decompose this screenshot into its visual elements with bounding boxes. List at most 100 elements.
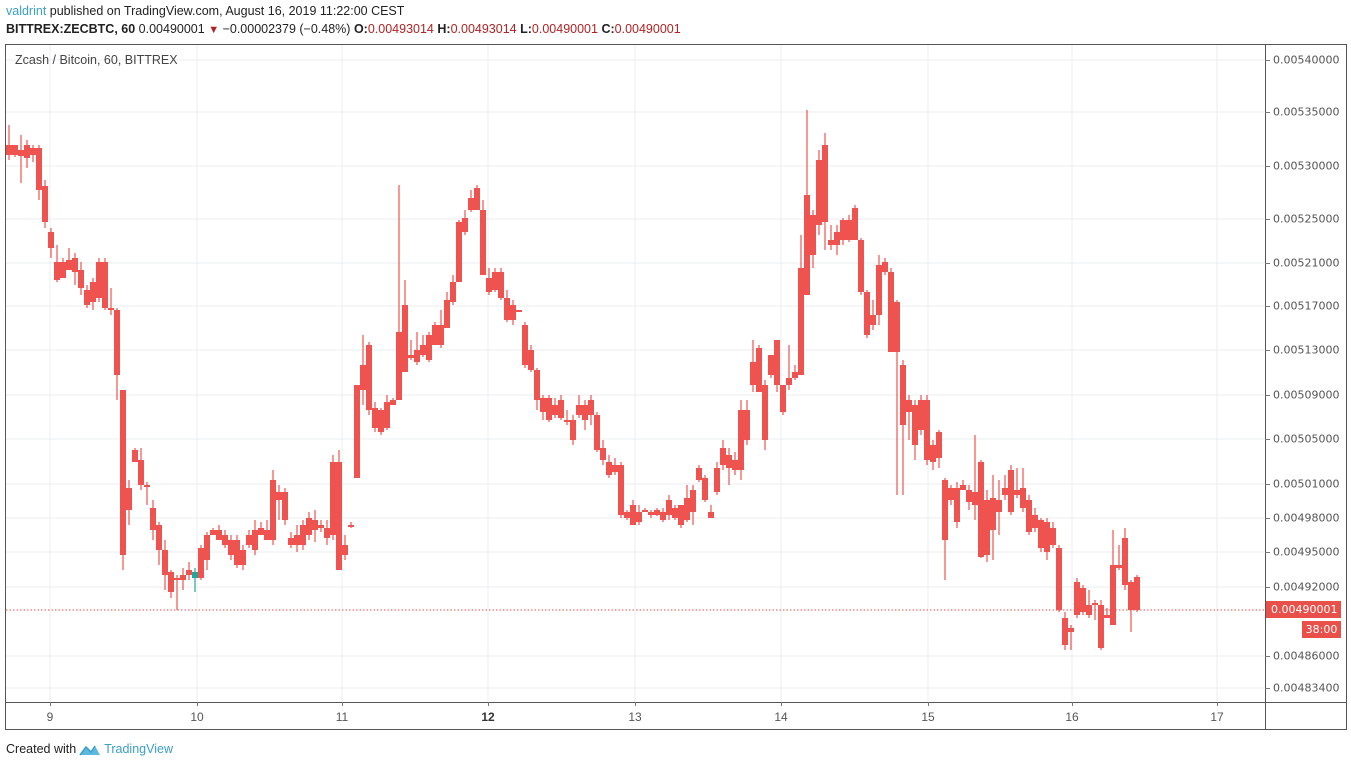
candle-down: [408, 340, 414, 360]
tradingview-link[interactable]: TradingView: [104, 742, 173, 756]
candle-down: [684, 485, 690, 522]
candle-down: [690, 485, 696, 525]
candle-down: [576, 395, 582, 418]
candle-down: [558, 395, 564, 420]
candle-down: [264, 520, 270, 540]
candle-down: [414, 332, 420, 365]
candle-down: [96, 258, 102, 302]
candle-down: [918, 395, 924, 435]
candle-down: [402, 280, 408, 372]
candle-down: [864, 290, 870, 338]
candle-down: [42, 180, 48, 228]
candle-down: [804, 110, 810, 295]
candle-down: [1026, 495, 1032, 535]
candle-down: [1086, 590, 1092, 618]
candle-down: [768, 355, 774, 378]
low-label: L:: [520, 22, 532, 36]
price-tick: [1265, 263, 1270, 264]
candle-down: [432, 322, 438, 345]
candle-down: [912, 400, 918, 460]
candle-down: [546, 395, 552, 422]
candle-down: [1050, 522, 1056, 548]
time-tick: [781, 702, 782, 706]
candle-down: [588, 395, 594, 425]
time-tick: [1217, 702, 1218, 706]
candle-down: [474, 185, 480, 210]
time-tick: [50, 702, 51, 706]
time-tick: [488, 702, 489, 706]
time-label: 11: [335, 710, 349, 724]
candle-down: [156, 522, 162, 565]
candle-down: [552, 398, 558, 418]
candle-down: [1104, 608, 1110, 618]
chart-frame: [5, 44, 1347, 730]
published-text: published on TradingView.com, August 16,…: [46, 4, 405, 18]
candle-down: [288, 532, 294, 548]
time-label: 15: [921, 710, 935, 724]
candle-down: [324, 520, 330, 545]
candle-down: [462, 210, 468, 235]
candle-down: [930, 440, 936, 470]
chart-title: Zcash / Bitcoin, 60, BITTREX: [15, 53, 178, 67]
candle-down: [600, 440, 606, 465]
candle-down: [84, 285, 90, 308]
candle-down: [222, 530, 228, 548]
candle-down: [6, 125, 12, 160]
candle-down: [798, 235, 804, 375]
close-value: 0.00490001: [614, 22, 681, 36]
candle-down: [48, 228, 54, 258]
time-tick: [928, 702, 929, 706]
candle-down: [246, 530, 252, 548]
candle-down: [420, 335, 426, 357]
candle-down: [342, 535, 348, 560]
candle-down: [1068, 625, 1074, 650]
candle-down: [78, 262, 84, 295]
candle-down: [390, 398, 396, 405]
last-price: 0.00490001: [138, 22, 205, 36]
candle-down: [396, 185, 402, 400]
candle-down: [282, 488, 288, 525]
candle-down: [1032, 508, 1038, 532]
time-tick: [197, 702, 198, 706]
time-tick: [1072, 702, 1073, 706]
candle-down: [108, 288, 114, 315]
candle-down: [1128, 580, 1134, 632]
candle-down: [594, 412, 600, 452]
candle-down: [660, 508, 666, 522]
author-link[interactable]: valdrint: [6, 4, 47, 18]
candle-down: [744, 400, 750, 445]
candle-up: [192, 568, 198, 592]
candle-down: [888, 268, 894, 352]
time-label: 16: [1065, 710, 1079, 724]
price-label: 0.00521000: [1273, 256, 1340, 270]
candle-down: [210, 528, 216, 535]
candle-down: [1008, 465, 1014, 515]
time-axis-border: [5, 702, 1347, 703]
candle-down: [666, 495, 672, 520]
candle-down: [840, 218, 846, 245]
candle-down: [1002, 475, 1008, 500]
candle-down: [270, 470, 276, 545]
candle-down: [714, 462, 720, 495]
candle-down: [540, 395, 546, 420]
candle-down: [216, 525, 222, 540]
candle-down: [444, 292, 450, 328]
candle-down: [624, 510, 630, 520]
candle-down: [312, 510, 318, 542]
candle-down: [306, 512, 312, 540]
candle-down: [678, 505, 684, 528]
candle-down: [162, 540, 168, 590]
candle-down: [1020, 468, 1026, 512]
price-label: 0.00513000: [1273, 343, 1340, 357]
candle-down: [876, 255, 882, 325]
high-label: H:: [437, 22, 451, 36]
open-value: 0.00493014: [367, 22, 434, 36]
candle-down: [438, 310, 444, 348]
candle-down: [630, 500, 636, 525]
candle-down: [480, 200, 486, 275]
time-label: 10: [190, 710, 204, 724]
candle-down: [378, 408, 384, 435]
candle-down: [786, 345, 792, 390]
candle-down: [138, 448, 144, 490]
